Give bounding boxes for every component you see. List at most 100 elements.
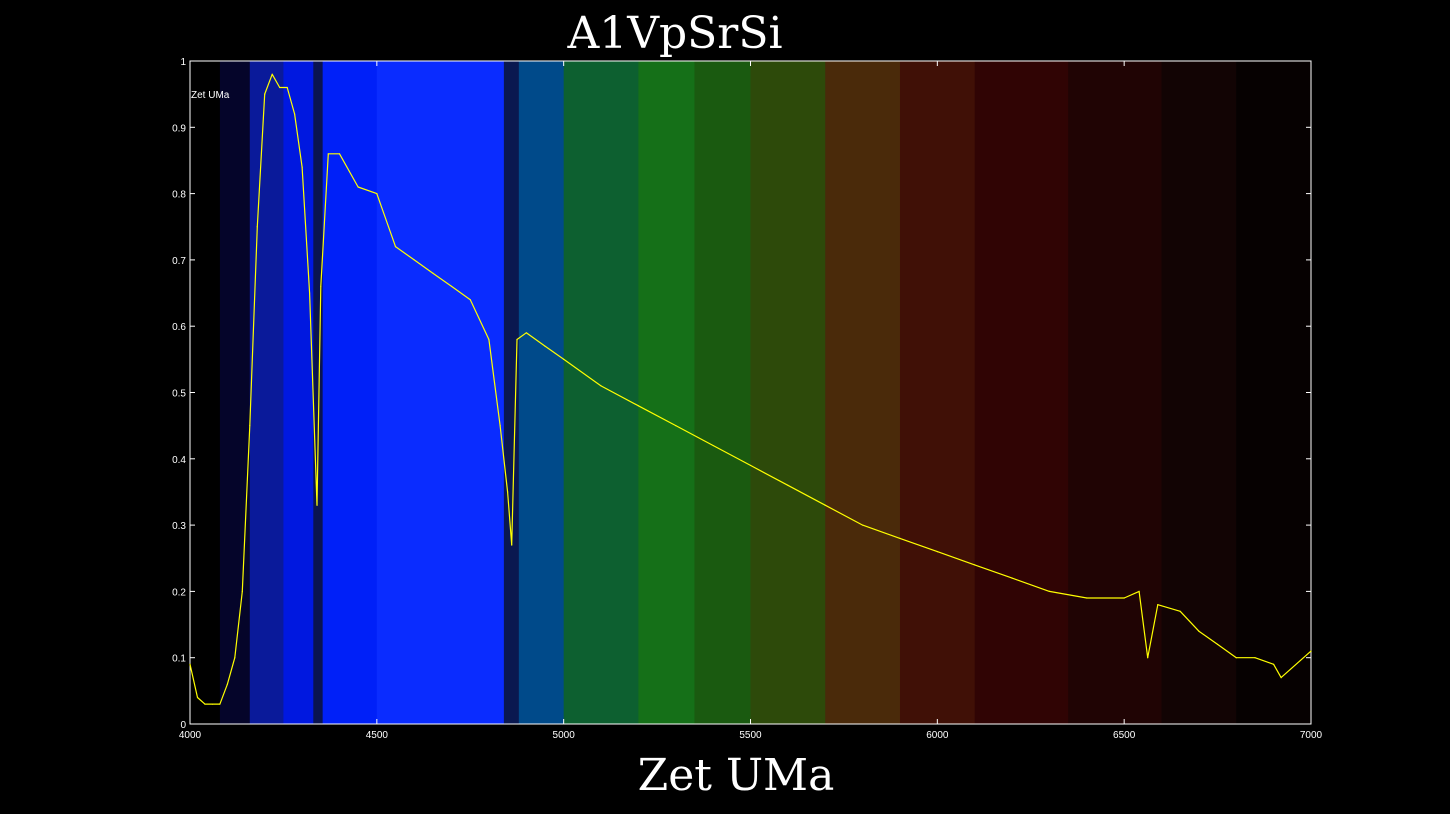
data-point xyxy=(488,338,490,341)
series-line-zet-uma xyxy=(189,73,1312,705)
data-point xyxy=(507,491,509,493)
color-band-1 xyxy=(219,61,251,724)
data-point xyxy=(974,564,976,566)
data-point xyxy=(1280,676,1282,679)
data-point xyxy=(219,703,221,705)
color-band-5 xyxy=(322,61,378,724)
data-point xyxy=(308,292,311,294)
y-axis-ticks: 0 0.1 0.2 0.3 0.4 0.5 0.6 0.7 0.8 0.9 1 xyxy=(172,57,1311,731)
data-point xyxy=(1138,590,1140,593)
data-point xyxy=(327,153,329,155)
data-point xyxy=(376,193,378,195)
data-point xyxy=(1216,643,1219,646)
y-tick-label: 0.7 xyxy=(172,256,186,267)
spectrum-color-bands xyxy=(190,61,1312,724)
data-point xyxy=(469,299,471,301)
color-band-8 xyxy=(518,61,565,724)
data-point xyxy=(1310,650,1312,652)
data-point xyxy=(862,524,864,526)
y-tick-label: 1 xyxy=(180,57,186,68)
x-tick-label: 7000 xyxy=(1300,730,1323,741)
y-tick-label: 0.6 xyxy=(172,322,186,333)
y-tick-label: 0.3 xyxy=(172,521,186,532)
data-point xyxy=(787,484,789,486)
data-point xyxy=(204,703,206,705)
data-point xyxy=(936,551,938,553)
data-point xyxy=(394,246,397,248)
color-band-16 xyxy=(1068,61,1163,724)
color-band-4 xyxy=(313,61,324,724)
data-point xyxy=(357,186,359,188)
y-tick-label: 0.9 xyxy=(172,123,186,134)
data-point xyxy=(516,338,518,341)
y-tick-label: 0 xyxy=(180,720,186,731)
data-point xyxy=(234,657,236,659)
data-point xyxy=(600,385,602,387)
data-point xyxy=(1048,590,1051,593)
color-band-14 xyxy=(899,61,976,724)
data-point xyxy=(1011,577,1013,579)
data-point xyxy=(279,86,281,89)
color-band-13 xyxy=(825,61,901,724)
color-band-17 xyxy=(1161,61,1237,724)
data-point xyxy=(320,285,322,288)
color-band-12 xyxy=(750,61,826,724)
chart-title: A1VpSrSi xyxy=(566,8,782,59)
x-axis-label: Zet UMa xyxy=(638,750,835,801)
data-point xyxy=(264,93,266,95)
color-band-10 xyxy=(638,61,695,724)
data-point xyxy=(226,683,228,685)
color-band-0 xyxy=(190,61,221,724)
data-point xyxy=(450,285,453,288)
data-point xyxy=(525,332,527,334)
data-point xyxy=(824,504,826,506)
data-point xyxy=(499,425,501,427)
color-band-11 xyxy=(694,61,751,724)
x-tick-label: 4500 xyxy=(366,730,389,741)
color-band-15 xyxy=(974,61,1069,724)
data-point xyxy=(712,444,714,447)
data-point xyxy=(338,153,341,155)
color-band-6 xyxy=(376,61,505,724)
data-point xyxy=(256,226,258,228)
data-point xyxy=(316,504,318,506)
y-tick-label: 0.1 xyxy=(172,654,186,665)
color-band-9 xyxy=(563,61,639,724)
x-tick-label: 5000 xyxy=(553,730,576,741)
color-band-2 xyxy=(249,61,284,724)
x-tick-label: 6000 xyxy=(926,730,949,741)
y-tick-label: 0.2 xyxy=(172,587,186,598)
color-band-3 xyxy=(283,61,314,724)
data-point xyxy=(241,590,243,593)
data-point xyxy=(1157,604,1159,606)
data-point xyxy=(249,425,251,427)
data-point xyxy=(432,272,434,274)
data-point xyxy=(1147,657,1149,659)
data-point xyxy=(511,544,513,546)
data-point xyxy=(413,259,415,261)
data-point xyxy=(1179,610,1181,612)
data-point xyxy=(675,425,677,427)
y-tick-label: 0.8 xyxy=(172,190,186,201)
data-point xyxy=(301,166,303,168)
data-point xyxy=(196,696,199,699)
color-band-7 xyxy=(503,61,520,724)
series-group xyxy=(189,73,1312,705)
data-point xyxy=(749,464,752,467)
x-axis-ticks: 4000 4500 5000 5500 6000 6500 7000 xyxy=(179,61,1323,741)
x-tick-label: 6500 xyxy=(1113,730,1136,741)
data-point xyxy=(294,113,296,115)
legend-entry-zet-uma: Zet UMa xyxy=(191,90,230,101)
data-point xyxy=(637,405,640,407)
data-point xyxy=(1198,630,1200,632)
x-tick-label: 5500 xyxy=(739,730,762,741)
color-band-18 xyxy=(1236,61,1312,724)
data-point xyxy=(271,73,273,75)
y-tick-label: 0.4 xyxy=(172,455,186,466)
x-tick-label: 4000 xyxy=(179,730,202,741)
data-point xyxy=(1273,663,1275,665)
data-point xyxy=(544,345,546,347)
y-tick-label: 0.5 xyxy=(172,389,186,400)
data-point xyxy=(563,358,565,360)
